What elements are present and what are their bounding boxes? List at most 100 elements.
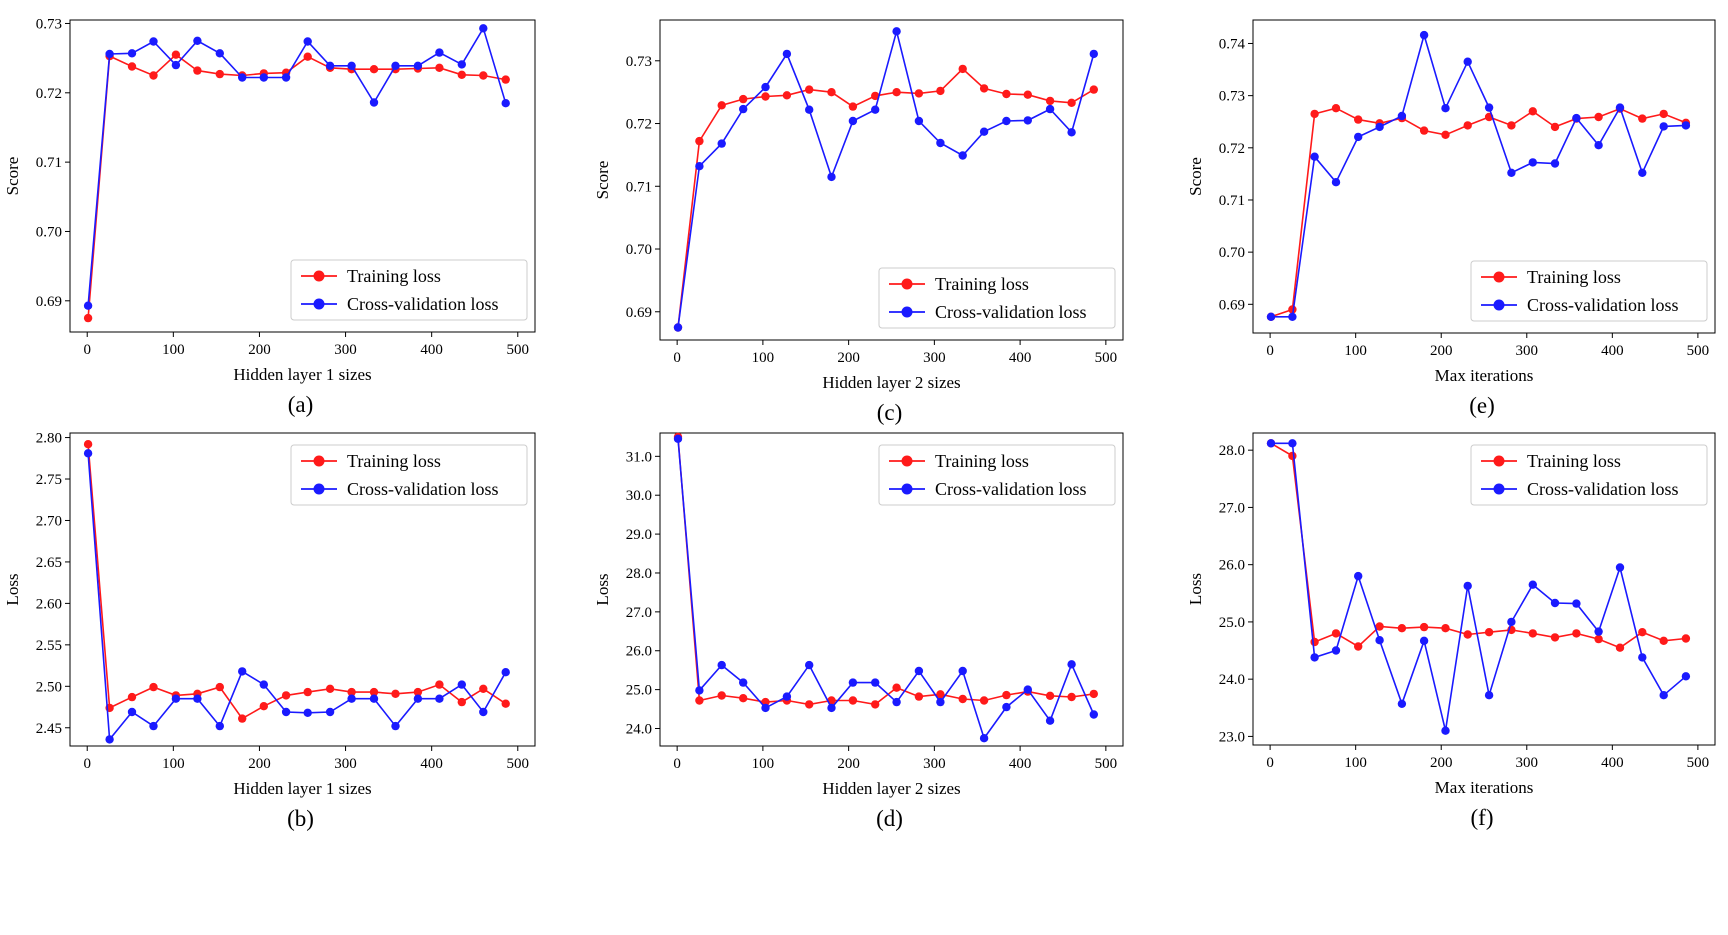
data-point-training <box>958 694 967 704</box>
data-point-training <box>1507 121 1516 130</box>
data-point-cv <box>1310 653 1319 662</box>
legend-label: Training loss <box>935 274 1029 294</box>
data-point-training <box>1638 628 1647 637</box>
y-tick-label: 25.0 <box>626 683 652 699</box>
data-point-cv <box>892 27 901 36</box>
data-point-training <box>149 71 158 80</box>
data-point-cv <box>193 36 202 45</box>
y-axis-label: Loss <box>3 573 22 605</box>
plot-frame <box>1252 19 1716 334</box>
x-tick-label: 300 <box>334 342 357 358</box>
data-point-cv <box>1002 116 1011 126</box>
y-tick-label: 28.0 <box>626 566 652 582</box>
data-point-cv <box>914 116 924 126</box>
y-tick-label: 0.72 <box>1219 141 1245 157</box>
data-point-cv <box>127 707 137 717</box>
y-tick-label: 0.70 <box>626 242 652 258</box>
data-point-training <box>391 689 400 698</box>
y-axis-label: Loss <box>593 573 612 605</box>
plot-frame <box>69 19 536 333</box>
y-tick-label: 2.60 <box>36 596 62 612</box>
legend-swatch-marker <box>313 455 325 467</box>
data-point-cv <box>1441 104 1450 113</box>
y-tick-label: 26.0 <box>626 644 652 660</box>
data-point-training <box>127 692 137 702</box>
data-point-training <box>1659 636 1668 645</box>
data-point-training <box>1550 122 1560 132</box>
data-point-training <box>127 62 137 71</box>
data-point-cv <box>1550 598 1560 608</box>
x-tick-label: 100 <box>162 756 185 772</box>
data-point-cv <box>1067 128 1076 137</box>
data-point-training <box>871 700 880 709</box>
data-point-cv <box>936 138 945 148</box>
data-point-cv <box>979 734 989 743</box>
y-tick-label: 0.72 <box>626 117 652 133</box>
y-tick-label: 27.0 <box>626 605 652 621</box>
x-tick-label: 500 <box>1095 350 1118 366</box>
legend-label: Training loss <box>935 451 1029 471</box>
x-axis-label: Hidden layer 1 sizes <box>233 365 371 384</box>
data-point-training <box>83 440 93 449</box>
data-point-cv <box>1441 726 1450 735</box>
legend-swatch-marker <box>313 270 325 282</box>
data-point-cv <box>782 49 792 59</box>
data-point-cv <box>979 127 989 136</box>
data-point-cv <box>215 49 224 58</box>
y-tick-label: 2.50 <box>36 679 62 695</box>
panel-caption: (e) <box>1469 393 1495 418</box>
data-point-training <box>892 683 901 692</box>
data-point-cv <box>892 697 901 707</box>
legend-swatch-marker <box>1493 299 1505 311</box>
y-tick-label: 30.0 <box>626 488 652 504</box>
data-point-training <box>827 88 836 97</box>
y-tick-label: 2.80 <box>36 431 62 447</box>
data-point-training <box>782 91 792 100</box>
data-point-cv <box>1045 104 1055 114</box>
data-point-cv <box>259 680 268 689</box>
data-point-cv <box>1288 439 1297 448</box>
data-point-cv <box>827 703 836 713</box>
data-point-training <box>1067 98 1076 108</box>
legend: Training loss Cross-validation loss <box>290 259 528 321</box>
data-point-cv <box>717 660 726 670</box>
data-point-training <box>1310 109 1319 119</box>
data-point-training <box>1550 633 1560 642</box>
y-tick-label: 28.0 <box>1219 443 1245 459</box>
legend-label: Cross-validation loss <box>935 302 1087 322</box>
data-point-cv <box>1507 617 1516 627</box>
data-point-training <box>1419 622 1429 632</box>
legend-label: Training loss <box>1527 267 1621 287</box>
data-point-training <box>871 91 880 101</box>
data-point-training <box>1441 130 1450 139</box>
data-point-training <box>479 684 488 693</box>
data-point-training <box>435 63 444 72</box>
data-point-cv <box>1528 580 1538 589</box>
panel-caption: (c) <box>877 400 903 425</box>
data-point-training <box>1375 622 1384 631</box>
x-tick-label: 0 <box>83 756 91 772</box>
x-tick-label: 400 <box>420 342 443 358</box>
data-point-training <box>892 88 901 97</box>
data-point-training <box>303 687 312 697</box>
data-point-cv <box>1594 627 1603 636</box>
data-point-cv <box>958 151 967 160</box>
y-tick-label: 24.0 <box>1219 672 1245 688</box>
data-point-cv <box>761 82 770 92</box>
series-line-cv <box>1271 442 1687 731</box>
data-point-cv <box>848 678 858 687</box>
data-point-training <box>215 69 224 79</box>
data-point-cv <box>1419 30 1429 40</box>
data-point-cv <box>457 680 466 689</box>
data-point-cv <box>238 73 247 82</box>
x-tick-label: 400 <box>420 756 443 772</box>
panel-caption: (d) <box>876 806 903 831</box>
data-point-cv <box>739 678 748 687</box>
panel-caption: (f) <box>1471 805 1494 830</box>
x-axis-label: Max iterations <box>1435 778 1534 797</box>
y-tick-label: 0.71 <box>626 179 652 195</box>
x-tick-label: 500 <box>1687 343 1710 359</box>
data-point-training <box>1023 90 1032 99</box>
data-point-cv <box>413 694 423 703</box>
